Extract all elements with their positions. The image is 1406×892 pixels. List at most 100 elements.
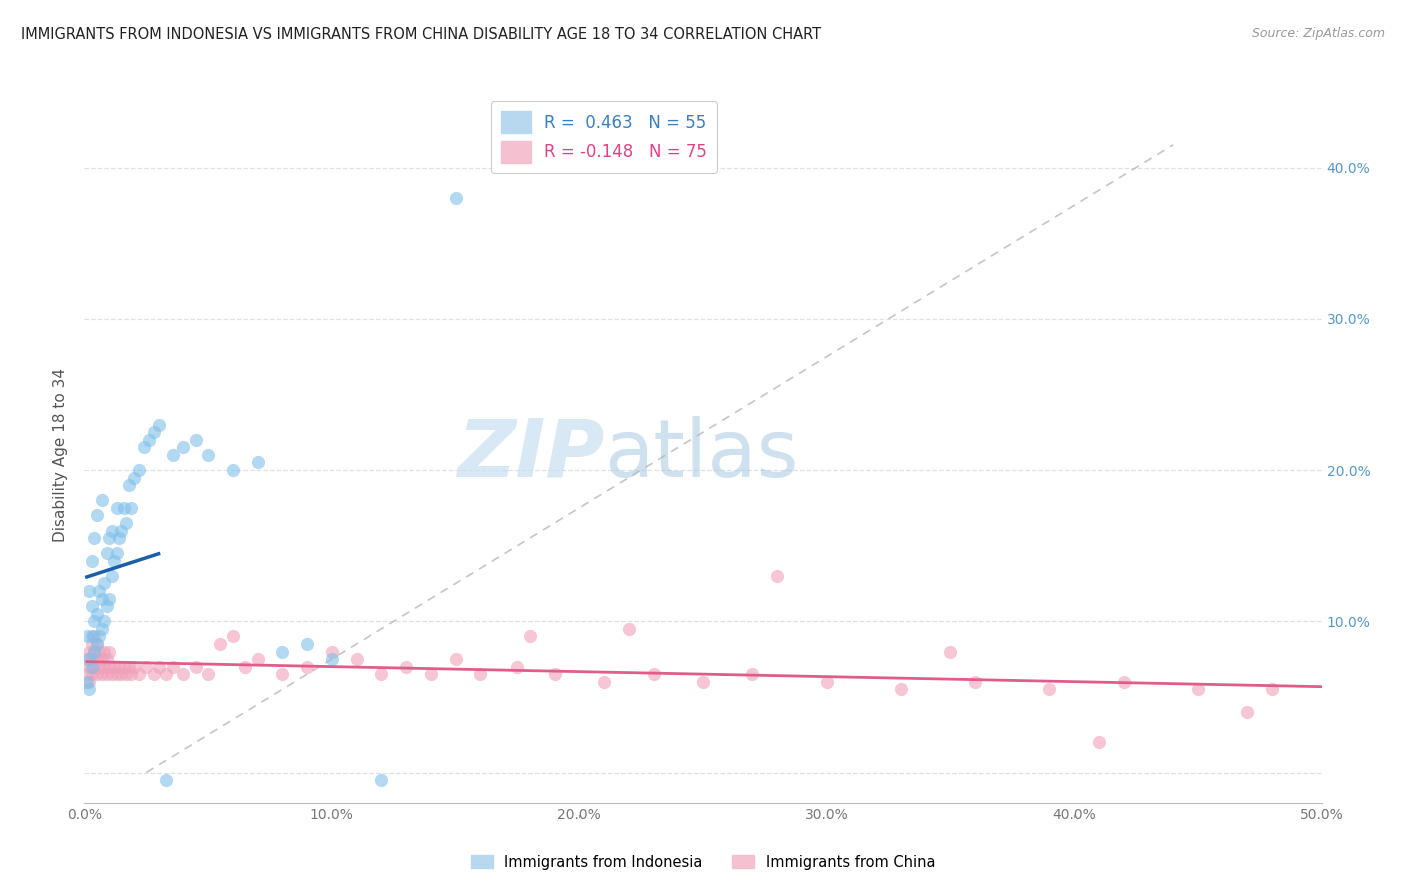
Point (93, 659, 115, 673)
Point (370, 773, 392, 788)
Point (148, 659, 170, 673)
Point (89, 644, 111, 658)
Point (295, 659, 318, 673)
Point (80, 667, 103, 681)
Text: atlas: atlas (605, 416, 799, 494)
Point (470, 667, 492, 681)
Point (172, 441, 194, 455)
Point (1088, 735, 1111, 749)
Point (128, 667, 150, 681)
Point (543, 667, 565, 681)
Point (692, 674, 714, 689)
Point (76, 667, 98, 681)
Text: ZIP: ZIP (457, 416, 605, 494)
Point (96, 652, 118, 666)
Point (1038, 682, 1060, 697)
Point (120, 500, 142, 515)
Point (395, 659, 418, 673)
Point (79, 584, 101, 599)
Y-axis label: Disability Age 18 to 34: Disability Age 18 to 34 (53, 368, 69, 542)
Point (80, 554, 103, 568)
Point (80, 652, 103, 666)
Legend: Immigrants from Indonesia, Immigrants from China: Immigrants from Indonesia, Immigrants fr… (465, 849, 941, 876)
Point (76, 652, 98, 666)
Point (76, 674, 98, 689)
Point (1112, 674, 1135, 689)
Point (79, 674, 101, 689)
Point (103, 554, 125, 568)
Point (162, 659, 184, 673)
Point (80, 599, 103, 614)
Point (93, 644, 115, 658)
Point (90, 667, 112, 681)
Point (197, 448, 219, 462)
Point (519, 629, 541, 643)
Point (100, 569, 122, 583)
Point (128, 463, 150, 477)
Point (79, 644, 101, 658)
Point (370, 667, 392, 681)
Point (89, 659, 111, 673)
Point (1187, 682, 1209, 697)
Point (172, 667, 194, 681)
Point (321, 652, 343, 666)
Point (112, 659, 135, 673)
Point (1261, 682, 1284, 697)
Point (86, 637, 108, 651)
Point (96, 599, 118, 614)
Point (98, 591, 121, 606)
Point (98, 644, 121, 658)
Point (419, 667, 441, 681)
Point (815, 674, 838, 689)
Point (321, 644, 343, 658)
Point (222, 463, 245, 477)
Point (108, 659, 131, 673)
Point (939, 644, 962, 658)
Point (135, 659, 157, 673)
Point (98, 659, 121, 673)
Point (233, 659, 256, 673)
Point (197, 667, 219, 681)
Point (96, 546, 118, 560)
Point (617, 622, 640, 636)
Point (105, 667, 128, 681)
Point (346, 652, 368, 666)
Point (86, 652, 108, 666)
Point (103, 659, 125, 673)
Point (222, 629, 245, 643)
Point (965, 674, 987, 689)
Point (122, 659, 145, 673)
Point (105, 500, 128, 515)
Point (506, 659, 529, 673)
Point (96, 667, 118, 681)
Point (271, 667, 294, 681)
Point (93, 576, 115, 591)
Point (120, 667, 142, 681)
Point (890, 682, 912, 697)
Point (80, 629, 103, 643)
Point (98, 531, 121, 545)
Point (122, 470, 145, 484)
Point (79, 682, 101, 697)
Point (80, 637, 103, 651)
Point (105, 546, 128, 560)
Point (118, 659, 141, 673)
Point (100, 667, 122, 681)
Point (115, 667, 138, 681)
Point (89, 584, 111, 599)
Point (1236, 705, 1258, 719)
Point (79, 659, 101, 673)
Point (108, 531, 131, 545)
Point (83, 659, 105, 673)
Point (138, 433, 160, 447)
Point (142, 667, 165, 681)
Point (148, 417, 170, 432)
Point (90, 591, 112, 606)
Point (83, 629, 105, 643)
Point (110, 667, 132, 681)
Point (643, 667, 665, 681)
Point (209, 637, 232, 651)
Point (246, 455, 269, 469)
Point (766, 569, 789, 583)
Point (79, 652, 101, 666)
